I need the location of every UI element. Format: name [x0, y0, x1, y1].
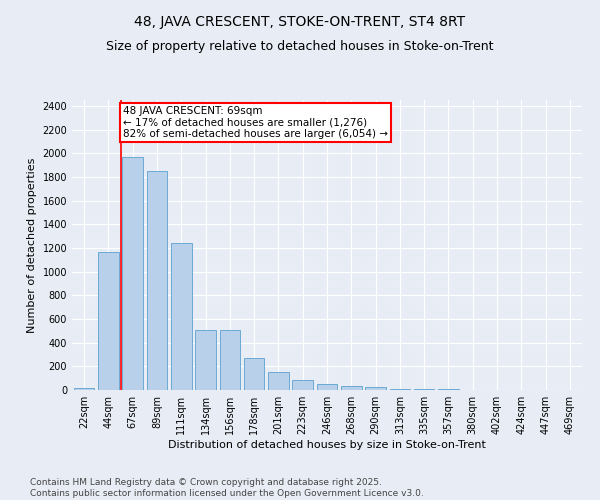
Bar	[341, 386, 362, 390]
Bar	[98, 252, 119, 390]
Text: Size of property relative to detached houses in Stoke-on-Trent: Size of property relative to detached ho…	[106, 40, 494, 53]
Bar	[317, 384, 337, 390]
Text: Contains HM Land Registry data © Crown copyright and database right 2025.
Contai: Contains HM Land Registry data © Crown c…	[30, 478, 424, 498]
Y-axis label: Number of detached properties: Number of detached properties	[27, 158, 37, 332]
Bar	[195, 330, 216, 390]
Text: 48, JAVA CRESCENT, STOKE-ON-TRENT, ST4 8RT: 48, JAVA CRESCENT, STOKE-ON-TRENT, ST4 8…	[134, 15, 466, 29]
Bar	[292, 380, 313, 390]
Bar	[389, 389, 410, 390]
Bar	[220, 330, 240, 390]
Bar	[122, 157, 143, 390]
Bar	[171, 243, 191, 390]
Bar	[268, 372, 289, 390]
Bar	[365, 386, 386, 390]
Bar	[244, 358, 265, 390]
Bar	[74, 388, 94, 390]
Bar	[146, 171, 167, 390]
X-axis label: Distribution of detached houses by size in Stoke-on-Trent: Distribution of detached houses by size …	[168, 440, 486, 450]
Text: 48 JAVA CRESCENT: 69sqm
← 17% of detached houses are smaller (1,276)
82% of semi: 48 JAVA CRESCENT: 69sqm ← 17% of detache…	[123, 106, 388, 139]
